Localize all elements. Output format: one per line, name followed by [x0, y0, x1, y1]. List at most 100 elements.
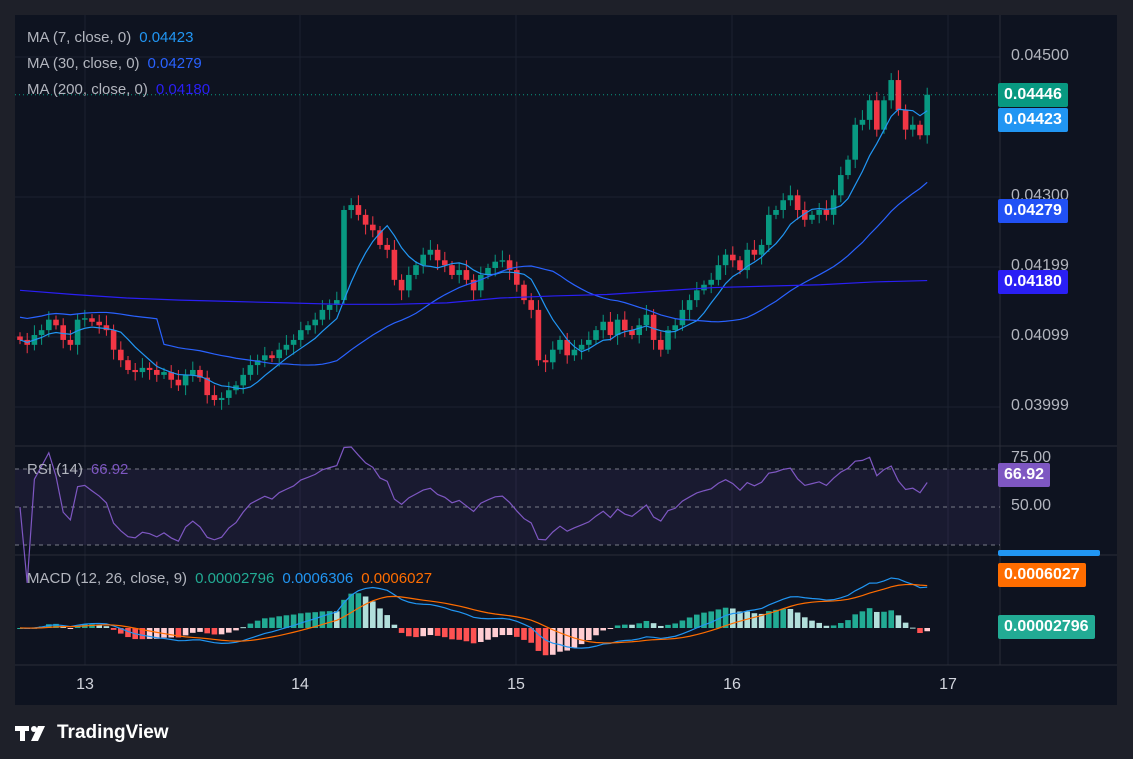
- candle-body: [629, 330, 635, 336]
- legend-ma30: MA (30, close, 0) 0.04279: [27, 55, 202, 72]
- candle-body: [442, 260, 448, 266]
- macd-histogram-bar: [809, 620, 815, 628]
- candle-body: [391, 249, 398, 280]
- candle-body: [600, 321, 606, 331]
- candle-body: [514, 270, 520, 285]
- macd-histogram-bar: [758, 613, 765, 628]
- legend-ma30-value: 0.04279: [147, 55, 202, 72]
- rsi-band: [15, 469, 1000, 545]
- chart-frame[interactable]: [15, 15, 1117, 705]
- ma7-badge: 0.04423: [998, 108, 1068, 132]
- price-tick: 0.04099: [1011, 327, 1069, 344]
- candle-body: [845, 159, 851, 176]
- macd-histogram-bar: [146, 628, 153, 639]
- legend-rsi-value: 66.92: [90, 461, 129, 478]
- macd-histogram-bar: [298, 613, 304, 628]
- candle-body: [744, 249, 750, 271]
- macd-histogram-bar: [917, 628, 923, 634]
- candle-body: [326, 305, 333, 310]
- candle-body: [168, 372, 174, 380]
- candle-body: [305, 325, 311, 331]
- macd-histogram-bar: [175, 628, 182, 638]
- macd-histogram-bar: [110, 628, 117, 630]
- macd-histogram-bar: [852, 614, 858, 628]
- candle-body: [578, 344, 585, 350]
- time-tick: 14: [291, 676, 309, 693]
- candle-body: [557, 339, 563, 350]
- macd-histogram-bar: [96, 624, 102, 628]
- macd-signal-line: [19, 583, 928, 644]
- macd-histogram-bar: [521, 628, 527, 640]
- candle-body: [456, 270, 462, 275]
- candle-body: [406, 274, 412, 291]
- candle-body: [816, 209, 822, 215]
- candle-body: [211, 395, 218, 401]
- macd-histogram-bar: [593, 628, 599, 636]
- time-tick: 15: [507, 676, 525, 693]
- candle-body: [377, 230, 383, 245]
- candle-body: [197, 369, 203, 378]
- macd-histogram-bar: [427, 628, 434, 636]
- candle-body: [132, 369, 138, 373]
- macd-histogram-bar: [694, 614, 700, 628]
- legend-macd: MACD (12, 26, close, 9) 0.00002796 0.00063…: [27, 570, 432, 587]
- macd-histogram-bar: [478, 628, 484, 642]
- candle-body: [766, 214, 772, 245]
- macd-histogram-bar: [312, 612, 318, 628]
- macd-histogram-bar: [830, 625, 837, 628]
- candle-body: [154, 369, 160, 375]
- macd-histogram-bar: [607, 628, 614, 629]
- candle-body: [46, 319, 52, 331]
- candle-body: [290, 339, 297, 345]
- macd-histogram-bar: [506, 628, 513, 635]
- macd-histogram-bar: [600, 628, 606, 631]
- candle-body: [269, 355, 275, 359]
- macd-line: [19, 577, 928, 649]
- macd-histogram-bar: [643, 620, 650, 628]
- candle-body: [902, 110, 909, 130]
- rsi-line: [19, 446, 928, 584]
- legend-macd-value: 0.0006306: [282, 570, 354, 587]
- macd-histogram-bar: [348, 593, 354, 628]
- macd-histogram-bar: [384, 615, 390, 628]
- candle-body: [895, 80, 902, 111]
- candle-body: [809, 214, 815, 220]
- candle-body: [298, 330, 304, 340]
- candle-body: [38, 330, 45, 336]
- macd-histogram-bar: [672, 623, 678, 628]
- macd-histogram-bar: [823, 625, 830, 628]
- candle-body: [355, 205, 362, 215]
- legend-ma200-value: 0.04180: [155, 81, 211, 98]
- legend-ma7-label: MA (7, close, 0): [27, 29, 132, 46]
- ma7-line: [19, 108, 928, 390]
- legend-ma200-label: MA (200, close, 0): [27, 81, 148, 98]
- chart-canvas[interactable]: [15, 15, 1117, 705]
- macd-histogram-bar: [737, 611, 743, 628]
- macd-histogram-bar: [247, 623, 254, 628]
- macd-histogram-bar: [802, 617, 808, 628]
- candle-body: [427, 249, 434, 255]
- macd-histogram-bar: [614, 625, 621, 628]
- candle-body: [715, 265, 722, 280]
- candle-body: [74, 319, 81, 345]
- candle-body: [103, 325, 110, 331]
- macd-badge-hidden: [998, 550, 1100, 556]
- macd-histogram-bar: [420, 628, 426, 637]
- tradingview-logo-icon: [15, 726, 45, 741]
- macd-histogram-bar: [924, 628, 930, 632]
- macd-histogram-bar: [434, 628, 441, 636]
- candle-body: [485, 267, 491, 275]
- macd-histogram-bar: [578, 628, 585, 645]
- rsi-badge: 66.92: [998, 463, 1051, 487]
- macd-histogram-bar: [679, 620, 686, 628]
- tradingview-logo[interactable]: TradingView: [15, 722, 169, 744]
- legend-ma200: MA (200, close, 0) 0.04180: [27, 81, 210, 98]
- candle-body: [823, 209, 830, 215]
- candle-body: [370, 224, 376, 231]
- candle-body: [218, 397, 225, 401]
- candle-body: [708, 279, 714, 285]
- macd-histogram-bar: [262, 618, 268, 628]
- macd-signal-badge: 0.0006027: [998, 563, 1086, 587]
- macd-histogram-bar: [902, 622, 909, 628]
- candle-body: [226, 390, 232, 398]
